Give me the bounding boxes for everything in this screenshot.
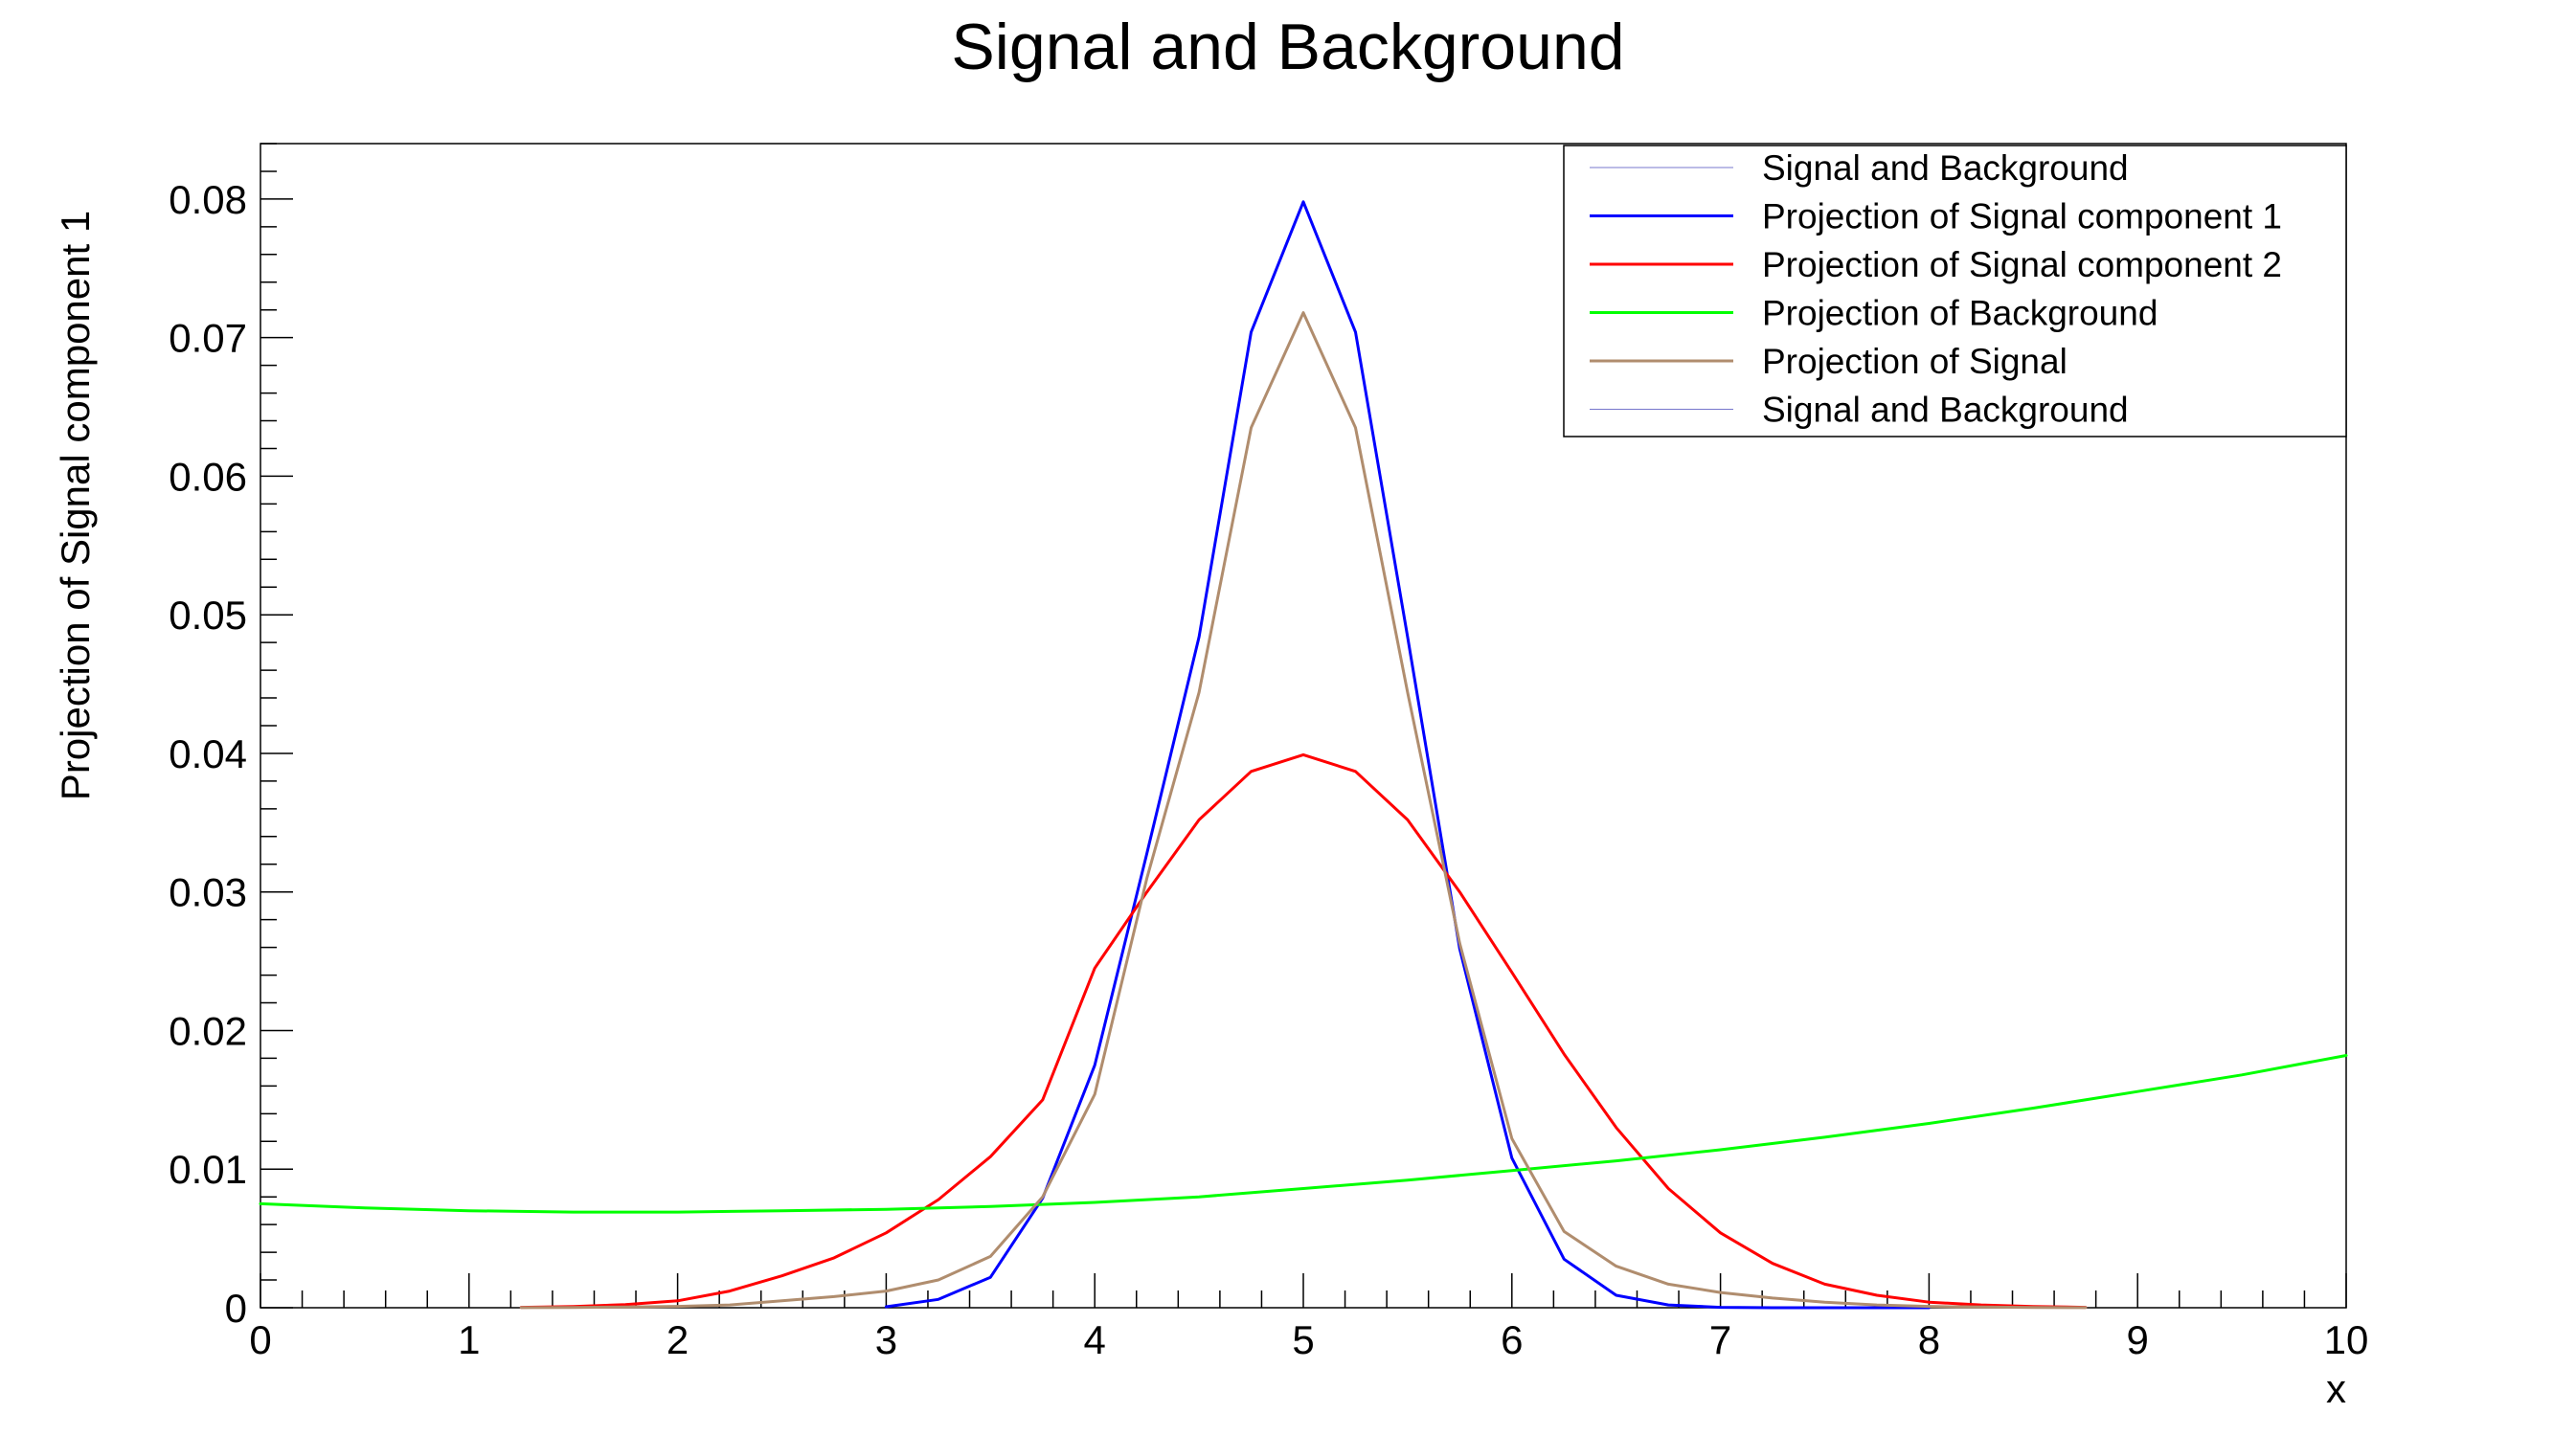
legend-box [1563,145,2347,438]
y-tick-label: 0.03 [169,870,247,915]
legend-label: Projection of Signal component 2 [1762,245,2282,284]
y-tick-label: 0.05 [169,593,247,638]
x-tick-label: 0 [249,1317,271,1362]
x-tick-label: 8 [1918,1317,1940,1362]
y-tick-label: 0.02 [169,1008,247,1053]
x-axis: 0 1 2 3 4 5 6 7 8 9 10 [249,1273,2368,1362]
y-axis-title: Projection of Signal component 1 [53,211,98,800]
series-line-projection-of-signal-component-2 [519,752,2088,1310]
legend-label: Signal and Background [1762,391,2129,430]
x-tick-label: 2 [667,1317,689,1362]
x-tick-label: 4 [1084,1317,1106,1362]
x-tick-label: 5 [1292,1317,1314,1362]
chart-title: Signal and Background [951,11,1624,83]
x-tick-label: 10 [2324,1317,2369,1362]
y-tick-label: 0.01 [169,1147,247,1192]
legend-label: Signal and Background [1762,148,2129,188]
series-group [259,200,2348,1310]
y-tick-label: 0.08 [169,177,247,222]
y-axis: 0 0.01 0.02 0.03 0.04 0.05 0.06 0.07 0.08 [169,143,293,1331]
x-axis-title: x [2326,1366,2346,1411]
legend-label: Projection of Signal [1762,342,2068,381]
series-line-projection-of-signal [519,311,2088,1310]
legend-label: Projection of Signal component 1 [1762,197,2282,236]
legend-label: Projection of Background [1762,294,2158,333]
y-tick-label: 0.06 [169,454,247,499]
x-tick-label: 6 [1501,1317,1523,1362]
series-line-projection-of-background [259,1054,2348,1214]
x-tick-label: 3 [875,1317,897,1362]
y-tick-label: 0.07 [169,316,247,361]
series-line-projection-of-signal-component-1 [884,200,1931,1310]
y-tick-label: 0.04 [169,731,247,776]
y-tick-label: 0 [225,1286,247,1331]
x-tick-label: 1 [458,1317,480,1362]
legend: Signal and Background Projection of Signa… [1563,145,2347,438]
x-tick-label: 9 [2127,1317,2149,1362]
x-tick-label: 7 [1709,1317,1731,1362]
